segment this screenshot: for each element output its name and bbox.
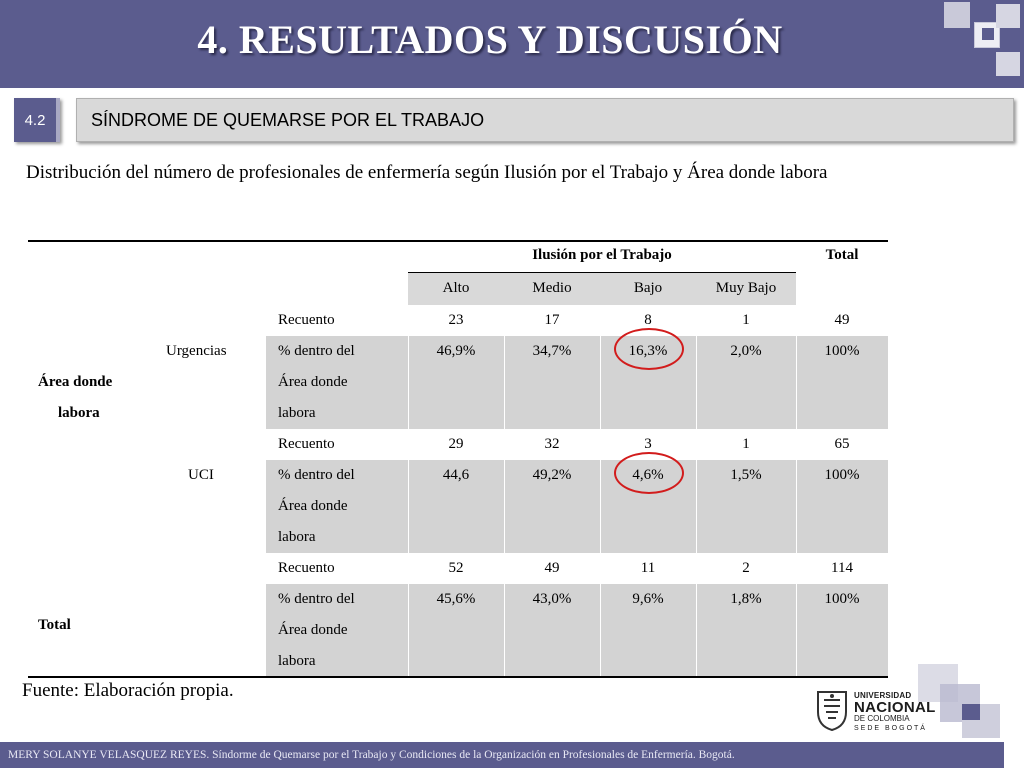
table-cell: 114 — [831, 560, 853, 576]
column-separator — [796, 336, 797, 429]
total-header: Total — [825, 247, 859, 263]
logo-line: UNIVERSIDAD — [854, 691, 912, 700]
table-cell: 1,8% — [730, 591, 762, 607]
column-separator — [504, 584, 505, 677]
column-separator — [600, 584, 601, 677]
table-cell: 32 — [544, 436, 560, 452]
table-cell: 34,7% — [532, 343, 572, 359]
column-header-medio: Medio — [532, 280, 572, 296]
column-separator — [796, 584, 797, 677]
table-cell: 3 — [644, 436, 652, 452]
table-cell: 11 — [640, 560, 656, 576]
table-cell: 46,9% — [436, 343, 476, 359]
percent-label: labora — [278, 529, 316, 545]
table-cell: 23 — [448, 312, 464, 328]
column-separator — [408, 460, 409, 553]
decor-square — [982, 28, 994, 40]
group-header: Ilusión por el Trabajo — [532, 247, 672, 263]
percent-label: labora — [278, 405, 316, 421]
row-dimension-label: Área donde — [38, 374, 113, 390]
table-cell: 8 — [644, 312, 652, 328]
table-cell: 65 — [834, 436, 850, 452]
group-label-total: Total — [38, 617, 71, 633]
percent-label: Área donde — [278, 374, 348, 390]
column-separator — [504, 336, 505, 429]
university-shield-icon — [817, 691, 847, 732]
table-cell: 29 — [448, 436, 464, 452]
percent-label: % dentro del — [278, 343, 355, 359]
decor-square — [962, 704, 980, 720]
crosstab-table: Ilusión por el Trabajo Total Alto Medio … — [28, 240, 888, 678]
column-separator — [696, 336, 697, 429]
recount-label: Recuento — [278, 312, 335, 328]
row-shade — [266, 336, 888, 429]
footer-text: MERY SOLANYE VELASQUEZ REYES. Síndorme d… — [8, 749, 735, 761]
row-shade — [266, 460, 888, 553]
logo-line: SEDE BOGOTÁ — [854, 725, 927, 732]
table-cell: 17 — [544, 312, 560, 328]
column-header-shade — [408, 273, 796, 305]
highlight-circle — [614, 452, 684, 494]
logo-line: NACIONAL — [854, 699, 936, 716]
decor-square — [996, 4, 1020, 28]
column-separator — [408, 584, 409, 677]
decor-square — [996, 52, 1020, 76]
intro-paragraph: Distribución del número de profesionales… — [26, 162, 828, 183]
section-number: 4.2 — [14, 98, 60, 142]
highlight-circle — [614, 328, 684, 370]
table-cell: 49 — [544, 560, 560, 576]
university-logo: UNIVERSIDAD NACIONAL DE COLOMBIA SEDE BO… — [814, 688, 944, 738]
column-separator — [408, 336, 409, 429]
percent-label: Área donde — [278, 622, 348, 638]
table-cell: 100% — [824, 591, 860, 607]
table-top-rule — [28, 240, 888, 242]
percent-label: % dentro del — [278, 467, 355, 483]
table-cell: 1 — [742, 312, 750, 328]
section-title: SÍNDROME DE QUEMARSE POR EL TRABAJO — [91, 109, 485, 130]
row-dimension-label: labora — [58, 405, 100, 421]
decor-square — [944, 2, 970, 28]
table-cell: 2,0% — [730, 343, 762, 359]
table-bottom-rule — [28, 676, 888, 678]
column-separator — [696, 584, 697, 677]
slide-title: 4. RESULTADOS Y DISCUSIÓN — [197, 17, 783, 62]
slide-footer: MERY SOLANYE VELASQUEZ REYES. Síndorme d… — [0, 742, 1004, 768]
group-label-urgencias: Urgencias — [166, 343, 227, 359]
column-header-alto: Alto — [442, 280, 470, 296]
group-label-uci: UCI — [188, 467, 214, 483]
table-cell: 49 — [834, 312, 850, 328]
recount-label: Recuento — [278, 560, 335, 576]
source-note: Fuente: Elaboración propia. — [22, 680, 234, 701]
table-cell: 2 — [742, 560, 750, 576]
logo-line: DE COLOMBIA — [854, 714, 910, 723]
percent-label: labora — [278, 653, 316, 669]
decor-square — [974, 22, 1000, 48]
column-separator — [504, 460, 505, 553]
row-shade — [266, 584, 888, 677]
table-cell: 9,6% — [632, 591, 664, 607]
table-cell: 43,0% — [532, 591, 572, 607]
section-title-bar: SÍNDROME DE QUEMARSE POR EL TRABAJO — [76, 98, 1014, 142]
logo-text: UNIVERSIDAD NACIONAL DE COLOMBIA SEDE BO… — [854, 691, 936, 733]
column-separator — [696, 460, 697, 553]
table-cell: 44,6 — [442, 467, 470, 483]
table-cell: 100% — [824, 343, 860, 359]
table-cell: 1,5% — [730, 467, 762, 483]
table-cell: 45,6% — [436, 591, 476, 607]
percent-label: % dentro del — [278, 591, 355, 607]
column-separator — [796, 460, 797, 553]
table-cell: 52 — [448, 560, 464, 576]
recount-label: Recuento — [278, 436, 335, 452]
table-cell: 100% — [824, 467, 860, 483]
column-separator — [600, 336, 601, 429]
column-header-muy-bajo: Muy Bajo — [715, 280, 777, 296]
table-cell: 49,2% — [532, 467, 572, 483]
slide-header: 4. RESULTADOS Y DISCUSIÓN — [0, 0, 1024, 88]
header-under-rule — [408, 272, 796, 273]
table-cell: 1 — [742, 436, 750, 452]
column-header-bajo: Bajo — [633, 280, 663, 296]
column-separator — [600, 460, 601, 553]
percent-label: Área donde — [278, 498, 348, 514]
